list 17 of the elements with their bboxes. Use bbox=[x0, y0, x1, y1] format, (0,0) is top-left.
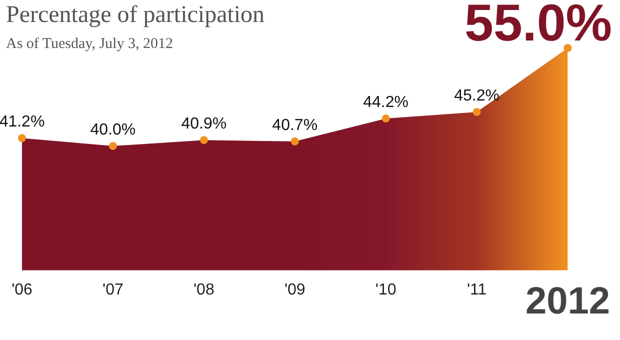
x-tick-label: '06 bbox=[12, 281, 33, 298]
data-label: 55.0% bbox=[464, 0, 612, 52]
data-label: 41.2% bbox=[0, 114, 45, 131]
x-tick-label: 2012 bbox=[525, 280, 610, 323]
chart-subtitle: As of Tuesday, July 3, 2012 bbox=[6, 36, 173, 53]
point bbox=[564, 44, 572, 52]
data-label: 40.0% bbox=[90, 121, 136, 138]
data-label: 40.9% bbox=[181, 116, 227, 132]
x-tick-label: '07 bbox=[102, 281, 124, 298]
data-label: 44.2% bbox=[363, 94, 409, 111]
x-tick-label: '09 bbox=[284, 281, 306, 298]
data-label: 40.7% bbox=[272, 116, 318, 134]
data-label: 45.2% bbox=[454, 87, 500, 104]
x-tick-label: '08 bbox=[193, 281, 214, 298]
x-tick-label: '10 bbox=[375, 281, 396, 298]
chart-title: Percentage of participation bbox=[6, 2, 265, 29]
x-tick-label: '11 bbox=[466, 281, 487, 298]
